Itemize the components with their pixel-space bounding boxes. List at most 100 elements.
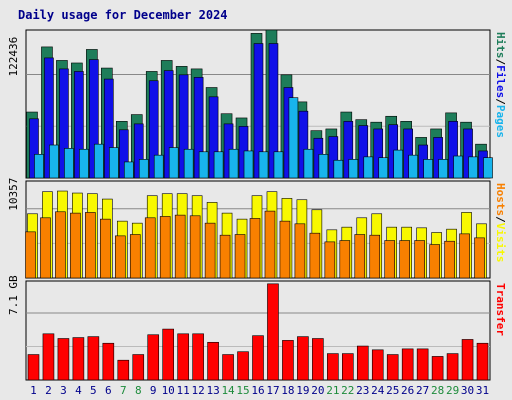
bar-transfer-day-6 xyxy=(102,342,115,381)
bar-hosts-day-5 xyxy=(85,212,96,279)
bar-files-day-30 xyxy=(463,128,473,179)
bar-transfer-day-12 xyxy=(192,333,204,381)
bar-transfer-day-27 xyxy=(416,348,429,381)
x-tick-label-day-19: 19 xyxy=(296,384,309,397)
bar-pages-day-24 xyxy=(378,157,389,179)
bar-pages-day-14 xyxy=(228,148,239,179)
bar-transfer-day-22 xyxy=(342,353,354,381)
bar-transfer-day-4 xyxy=(72,337,85,381)
bar-transfer-day-5 xyxy=(87,336,100,381)
x-tick-label-day-31: 31 xyxy=(476,384,489,397)
x-tick-label-day-24: 24 xyxy=(371,384,385,397)
bar-pages-day-2 xyxy=(49,144,59,179)
bar-files-day-23 xyxy=(358,125,369,179)
bar-hosts-day-10 xyxy=(159,216,171,279)
bar-pages-day-4 xyxy=(79,148,89,179)
bar-hosts-day-4 xyxy=(70,212,81,279)
bar-files-day-2 xyxy=(44,57,54,179)
bar-hosts-day-22 xyxy=(339,240,351,279)
chart-title: Daily usage for December 2024 xyxy=(18,8,228,22)
bar-files-day-9 xyxy=(148,80,159,179)
bar-pages-day-7 xyxy=(123,161,134,179)
x-tick-label-day-2: 2 xyxy=(45,384,52,397)
bar-transfer-day-30 xyxy=(461,339,474,381)
bar-transfer-day-16 xyxy=(252,335,264,381)
bar-pages-day-11 xyxy=(183,148,194,179)
bar-hosts-day-7 xyxy=(114,235,126,279)
bar-hosts-day-14 xyxy=(219,234,231,279)
bar-hosts-day-1 xyxy=(25,231,36,279)
bar-transfer-day-25 xyxy=(386,354,399,381)
bar-transfer-day-28 xyxy=(431,356,444,381)
bar-pages-day-25 xyxy=(393,149,404,179)
legend-hits-files-pages: Hits/Files/Pages xyxy=(494,32,507,138)
bar-pages-day-22 xyxy=(348,159,359,179)
x-tick-label-day-7: 7 xyxy=(120,384,127,397)
bar-hosts-day-3 xyxy=(55,211,66,279)
bar-hosts-day-17 xyxy=(264,210,276,279)
bar-transfer-day-7 xyxy=(117,359,130,381)
bar-hosts-day-15 xyxy=(234,234,246,279)
bar-pages-day-21 xyxy=(333,159,344,179)
bar-hosts-day-6 xyxy=(100,218,111,279)
x-tick-label-day-20: 20 xyxy=(311,384,324,397)
bar-pages-day-15 xyxy=(243,150,254,179)
bar-hosts-day-2 xyxy=(40,217,51,279)
legend-entry-hosts: Hosts xyxy=(494,183,507,216)
bar-files-day-13 xyxy=(208,96,219,179)
bar-pages-day-20 xyxy=(318,154,329,179)
bar-transfer-day-23 xyxy=(356,345,369,381)
bar-pages-day-27 xyxy=(423,159,433,179)
y-tick-label-hits-files-pages: 122436 xyxy=(7,37,20,77)
bar-files-day-26 xyxy=(403,128,413,179)
bar-hosts-day-20 xyxy=(309,232,321,279)
bar-files-day-28 xyxy=(433,137,443,179)
bar-transfer-day-10 xyxy=(162,328,174,381)
bar-files-day-11 xyxy=(178,74,189,179)
bar-pages-day-10 xyxy=(168,147,179,179)
bar-transfer-day-17 xyxy=(267,283,279,381)
bar-hosts-day-12 xyxy=(189,215,201,279)
x-tick-label-day-12: 12 xyxy=(192,384,205,397)
x-tick-label-day-11: 11 xyxy=(177,384,190,397)
bar-hosts-day-28 xyxy=(429,244,440,279)
bar-hosts-day-30 xyxy=(459,233,470,279)
bar-pages-day-6 xyxy=(109,147,119,179)
bar-hosts-day-21 xyxy=(324,241,336,279)
bar-hosts-day-9 xyxy=(144,217,156,279)
legend-entry-transfer: Transfer xyxy=(494,283,507,336)
bar-files-day-24 xyxy=(373,128,384,179)
bar-hosts-day-11 xyxy=(174,214,186,279)
x-tick-label-day-23: 23 xyxy=(356,384,369,397)
x-tick-label-day-5: 5 xyxy=(90,384,97,397)
bar-transfer-day-11 xyxy=(177,333,189,381)
x-tick-label-day-8: 8 xyxy=(135,384,142,397)
bar-files-day-17 xyxy=(268,43,279,179)
bar-pages-day-8 xyxy=(138,159,149,179)
bar-files-day-19 xyxy=(298,110,309,179)
bar-hosts-day-8 xyxy=(129,234,141,279)
bar-transfer-day-8 xyxy=(132,354,145,381)
bar-transfer-day-14 xyxy=(222,354,234,381)
bar-pages-day-31 xyxy=(483,157,493,179)
bar-pages-day-26 xyxy=(408,154,418,179)
x-tick-label-day-10: 10 xyxy=(162,384,175,397)
bar-hosts-day-24 xyxy=(369,234,381,279)
x-tick-label-day-6: 6 xyxy=(105,384,112,397)
bar-hosts-day-16 xyxy=(249,218,261,279)
bar-files-day-22 xyxy=(343,121,354,179)
legend-entry-hits: Hits xyxy=(494,32,507,59)
bar-hosts-day-27 xyxy=(414,240,425,279)
bar-transfer-day-19 xyxy=(297,336,309,381)
bar-files-day-16 xyxy=(253,43,264,179)
bar-pages-day-3 xyxy=(64,148,74,179)
bar-pages-day-17 xyxy=(273,151,284,179)
bar-files-day-10 xyxy=(163,70,174,179)
bar-pages-day-28 xyxy=(438,159,448,179)
bar-files-day-3 xyxy=(59,68,69,179)
bar-hosts-day-29 xyxy=(444,240,455,279)
bar-files-day-7 xyxy=(118,129,129,179)
bar-transfer-day-20 xyxy=(312,338,324,381)
y-tick-label-transfer: 7.1 GB xyxy=(7,275,20,315)
bar-files-day-29 xyxy=(448,121,458,179)
